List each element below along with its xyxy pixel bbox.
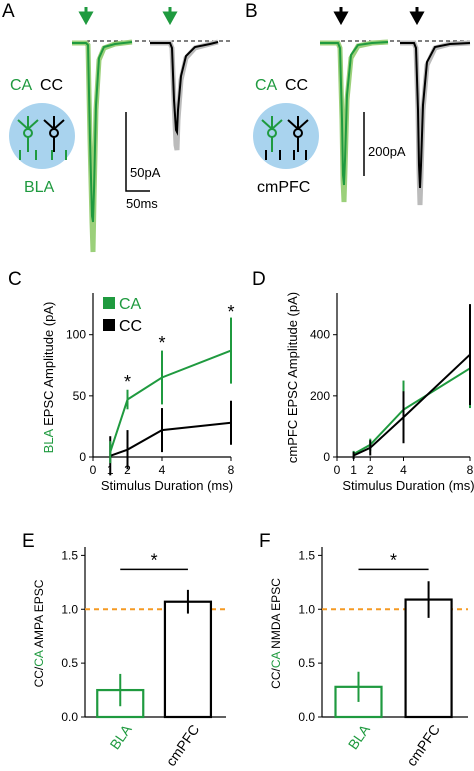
ca-trace-shadow <box>72 39 133 253</box>
panel-letter: C <box>8 269 22 290</box>
panel-letter-a: A <box>2 1 15 22</box>
category-label-cmpfc: cmPFC <box>163 722 203 769</box>
y-axis-label-part: CA <box>32 650 46 667</box>
y-tick-label: 0.5 <box>61 656 78 670</box>
cc-trace-shadow <box>150 39 219 151</box>
significance-star: * <box>158 333 165 353</box>
y-tick-label: 0.5 <box>298 656 315 670</box>
significance-star: * <box>124 372 131 392</box>
x-tick-label: 8 <box>228 463 235 477</box>
x-tick-label: 4 <box>400 463 407 477</box>
cc-neuron-icon <box>43 116 65 152</box>
stimulus-arrow-icon <box>162 7 178 26</box>
y-axis-label: BLA EPSC Amplitude (pA) <box>41 302 56 454</box>
x-tick-label: 0 <box>90 463 97 477</box>
ca-trace-shadow <box>320 39 389 203</box>
x-tick-label: 2 <box>367 463 374 477</box>
y-axis-label-input: BLA <box>41 428 56 453</box>
cc-trace <box>400 42 471 189</box>
panel-e: E 0.0 0.5 1.0 1.5 BLA cmPFC * CC/CA AMPA EPSC <box>22 531 226 769</box>
y-axis-label-part: CA <box>269 652 283 669</box>
y-tick-label: 100 <box>66 328 86 342</box>
legend-swatch-cc <box>103 319 115 331</box>
y-axis-label-part: CC/ <box>269 668 283 689</box>
stimulus-arrow-icon <box>78 7 94 26</box>
significance-star: * <box>390 550 397 570</box>
category-label-bla: BLA <box>106 721 135 752</box>
panel-letter-b: B <box>245 1 258 22</box>
y-tick-label: 200 <box>310 389 330 403</box>
significance-star: * <box>151 550 158 570</box>
panel-letter: E <box>22 531 35 552</box>
y-tick-label: 0 <box>323 450 330 464</box>
legend-label-cc: CC <box>119 318 142 335</box>
panel-letter: D <box>252 269 266 290</box>
legend-swatch-ca <box>103 297 115 309</box>
x-tick-label: 4 <box>159 463 166 477</box>
x-axis-label: Stimulus Duration (ms) <box>101 478 233 493</box>
ca-trace <box>320 41 389 186</box>
y-tick-label: 1.0 <box>61 602 78 616</box>
series-line-cc <box>353 353 471 457</box>
x-tick-label: 1 <box>350 463 357 477</box>
x-tick-label: 8 <box>467 463 474 477</box>
y-axis-label-part: NMDA EPSC <box>269 578 283 652</box>
y-tick-label: 400 <box>310 328 330 342</box>
bar-cmpfc <box>404 598 453 719</box>
significance-star: * <box>227 302 234 322</box>
input-axon-icon <box>265 150 307 160</box>
y-tick-label: 0.0 <box>61 710 78 724</box>
category-label-cmpfc: cmPFC <box>403 722 443 769</box>
amygdala-circle <box>9 103 75 169</box>
cc-trace <box>150 41 219 136</box>
cc-neuron-icon <box>287 116 309 152</box>
ca-label: CA <box>255 77 278 94</box>
y-tick-label: 0 <box>79 450 86 464</box>
series-line-ca <box>109 349 232 453</box>
legend-label-ca: CA <box>119 296 142 313</box>
cortex-circle <box>253 103 319 169</box>
scale-x-label: 50ms <box>126 196 158 211</box>
ca-label: CA <box>10 77 33 94</box>
ca-neuron-icon <box>17 116 39 152</box>
panel-b: B CA CC cmPFC 200pA <box>245 1 471 206</box>
y-axis-label-part: AMPA EPSC <box>32 579 46 650</box>
y-tick-label: 0.0 <box>298 710 315 724</box>
cc-label: CC <box>285 77 308 94</box>
scale-y-label: 50pA <box>130 165 161 180</box>
bla-input-label: BLA <box>24 179 55 196</box>
ca-trace <box>72 41 133 223</box>
cc-label: CC <box>40 77 63 94</box>
y-axis-label-part: CC/ <box>32 666 46 687</box>
cc-trace-shadow <box>400 40 471 206</box>
panel-a: A CA CC BLA 50pA 50ms <box>2 1 230 253</box>
stimulus-arrow-icon <box>333 7 349 26</box>
y-tick-label: 1.0 <box>298 602 315 616</box>
x-axis-label: Stimulus Duration (ms) <box>342 478 474 493</box>
series-line-ca <box>353 367 471 455</box>
series-line-cc <box>109 421 232 457</box>
y-tick-label: 50 <box>73 389 87 403</box>
cmpfc-input-label: cmPFC <box>257 179 310 196</box>
y-axis-label: CC/CA NMDA EPSC <box>269 578 283 689</box>
bar-cmpfc <box>163 600 213 719</box>
x-tick-label: 2 <box>124 463 131 477</box>
x-tick-label: 0 <box>334 463 341 477</box>
input-axon-icon <box>19 150 67 160</box>
y-axis-label: cmPFC EPSC Amplitude (pA) <box>285 292 300 463</box>
panel-letter: F <box>259 531 271 552</box>
y-axis-label: CC/CA AMPA EPSC <box>32 579 46 687</box>
stimulus-arrow-icon <box>409 7 425 26</box>
y-tick-label: 1.5 <box>61 548 78 562</box>
y-axis-label-rest: EPSC Amplitude (pA) <box>41 302 56 430</box>
y-tick-label: 1.5 <box>298 548 315 562</box>
scale-bar <box>125 112 150 192</box>
ca-neuron-icon <box>261 116 283 152</box>
scale-y-label: 200pA <box>368 144 406 159</box>
panel-f: F 0.0 0.5 1.0 1.5 BLA cmPFC * CC/CA NMDA EPSC <box>259 531 468 769</box>
category-label-bla: BLA <box>345 721 374 752</box>
panel-c: C05010001248Stimulus Duration (ms)BLA EP… <box>8 269 235 493</box>
